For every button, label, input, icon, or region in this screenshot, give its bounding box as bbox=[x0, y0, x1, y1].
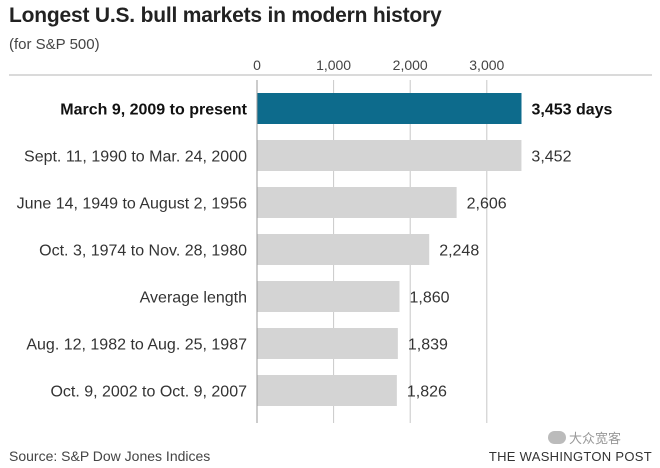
value-label: 2,248 bbox=[439, 243, 479, 260]
chart-title: Longest U.S. bull markets in modern hist… bbox=[9, 4, 442, 27]
x-tick-label: 0 bbox=[253, 57, 261, 73]
chat-bubble-icon bbox=[548, 431, 566, 444]
bar bbox=[257, 281, 400, 312]
value-label: 2,606 bbox=[467, 196, 507, 213]
category-label: Oct. 3, 1974 to Nov. 28, 1980 bbox=[39, 243, 247, 260]
x-tick-label: 2,000 bbox=[393, 57, 428, 73]
bar bbox=[257, 375, 397, 406]
value-label: 1,839 bbox=[408, 337, 448, 354]
x-tick-label: 1,000 bbox=[316, 57, 351, 73]
category-label: June 14, 1949 to August 2, 1956 bbox=[17, 196, 248, 213]
bar bbox=[257, 187, 457, 218]
value-label: 1,860 bbox=[409, 290, 449, 307]
chart-subtitle: (for S&P 500) bbox=[9, 36, 100, 53]
publisher-credit: THE WASHINGTON POST bbox=[488, 449, 652, 464]
source-note: Source: S&P Dow Jones Indices bbox=[9, 448, 211, 464]
category-label: Aug. 12, 1982 to Aug. 25, 1987 bbox=[26, 337, 247, 354]
watermark: 大众宽客 bbox=[548, 428, 621, 447]
bar-highlighted bbox=[257, 93, 522, 124]
bar bbox=[257, 328, 398, 359]
x-tick-label: 3,000 bbox=[469, 57, 504, 73]
category-label: March 9, 2009 to present bbox=[60, 102, 247, 119]
category-label: Sept. 11, 1990 to Mar. 24, 2000 bbox=[24, 149, 247, 166]
category-label: Average length bbox=[140, 290, 247, 307]
bar bbox=[257, 234, 430, 265]
bar bbox=[257, 140, 522, 171]
category-label: Oct. 9, 2002 to Oct. 9, 2007 bbox=[50, 384, 247, 401]
value-label: 3,453 days bbox=[531, 102, 612, 119]
value-label: 1,826 bbox=[407, 384, 447, 401]
watermark-text: 大众宽客 bbox=[569, 431, 622, 446]
value-label: 3,452 bbox=[531, 149, 571, 166]
